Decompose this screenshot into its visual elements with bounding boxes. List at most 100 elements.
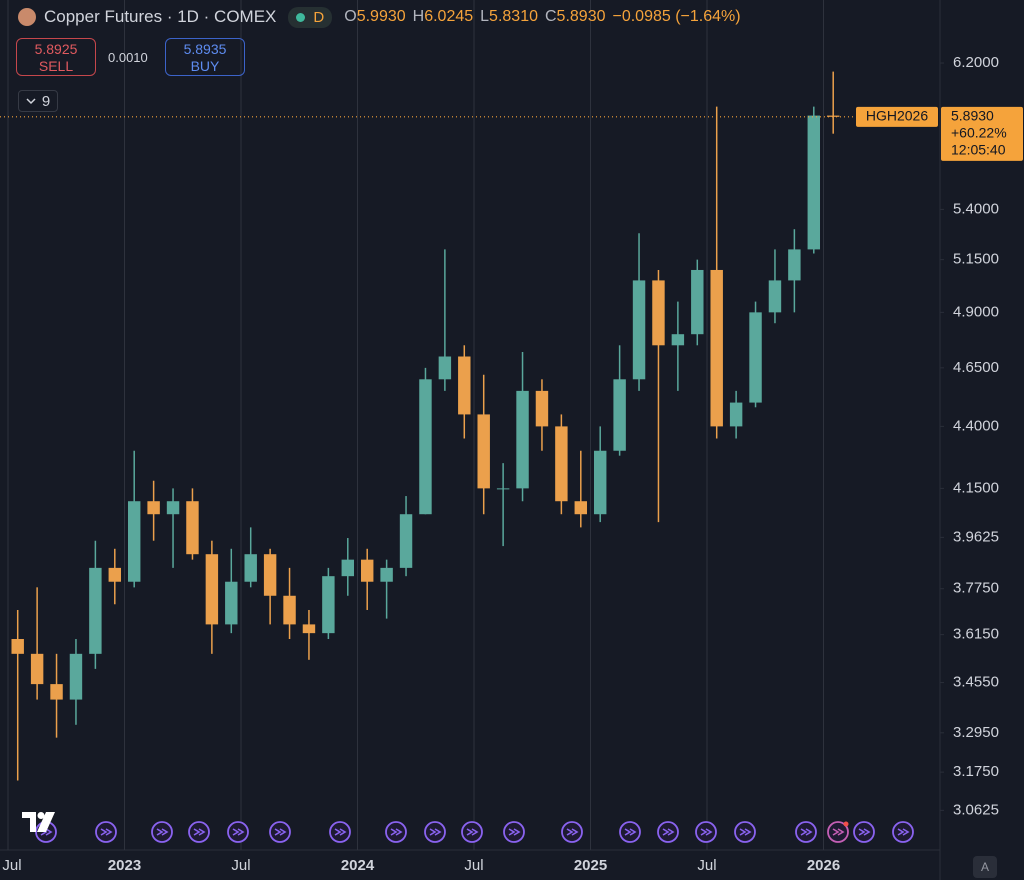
event-arrow <box>390 828 403 836</box>
candle-body <box>652 280 665 346</box>
buy-label: BUY <box>190 58 220 74</box>
ohlc-key: C <box>544 8 557 25</box>
interval-badge: D <box>313 8 325 26</box>
candle-body <box>613 379 626 451</box>
x-tick-label: 2026 <box>807 857 840 874</box>
candle-body <box>807 115 821 250</box>
event-marker[interactable] <box>827 821 849 843</box>
candle-body <box>477 414 490 489</box>
ohlc-value: 6.0245 <box>424 8 474 25</box>
ohlc-key: H <box>412 8 425 25</box>
event-marker[interactable] <box>227 821 249 843</box>
status[interactable]: D <box>288 6 333 28</box>
candle-body <box>710 269 723 427</box>
event-marker[interactable] <box>795 821 817 843</box>
event-marker[interactable] <box>188 821 210 843</box>
x-tick-label: 2024 <box>341 857 375 874</box>
candle-body <box>166 501 180 515</box>
candle-body <box>69 653 83 700</box>
x-tick-label: Jul <box>464 857 483 874</box>
candle-body <box>108 567 122 582</box>
header: Copper Futures · 1D · COMEX D O5.9930 H6.… <box>18 6 748 28</box>
symbol-label: HGH2026 <box>866 108 928 124</box>
candle-body <box>225 581 238 625</box>
spread: 0.0010 <box>108 50 148 65</box>
event-arrow <box>566 828 579 836</box>
price-change-label: +60.22% <box>951 125 1007 141</box>
event-arrow <box>429 828 442 836</box>
event-marker[interactable] <box>461 821 483 843</box>
y-tick-label: 3.4550 <box>953 674 999 691</box>
market-status-dot <box>296 12 306 22</box>
symbol-title[interactable]: Copper Futures · 1D · COMEX <box>44 7 277 26</box>
event-arrow <box>156 828 169 836</box>
event-arrow <box>624 828 637 836</box>
candle-body <box>768 280 782 313</box>
buy-price: 5.8935 <box>183 41 227 57</box>
y-tick-label: 4.4000 <box>953 417 999 434</box>
candle-body <box>458 356 471 415</box>
event-marker[interactable] <box>151 821 173 843</box>
event-marker[interactable] <box>695 821 717 843</box>
y-tick-label: 4.1500 <box>953 479 999 496</box>
candle-body <box>244 554 257 582</box>
candle-body <box>127 501 141 582</box>
x-tick-label: 2025 <box>574 857 607 874</box>
candle-body <box>691 269 704 335</box>
sell-price: 5.8925 <box>34 41 78 57</box>
indicators-toggle[interactable]: 9 <box>18 90 58 112</box>
event-marker[interactable] <box>424 821 446 843</box>
event-marker[interactable] <box>657 821 679 843</box>
x-tick-label: Jul <box>697 857 716 874</box>
price-label-bg <box>941 106 1023 161</box>
candle-body <box>302 624 316 634</box>
event-marker[interactable] <box>892 821 914 843</box>
ohlc-value: 5.8930 <box>556 8 606 25</box>
y-tick-label: 3.0625 <box>953 801 999 818</box>
event-marker[interactable] <box>734 821 756 843</box>
event-arrow <box>662 828 675 836</box>
event-marker[interactable] <box>561 821 583 843</box>
auto-scale-button[interactable]: A <box>973 856 997 878</box>
candle-body <box>516 390 529 489</box>
candle-body <box>263 554 277 596</box>
event-marker[interactable] <box>329 821 351 843</box>
y-tick-label: 5.1500 <box>953 251 999 268</box>
candle-body <box>360 559 374 582</box>
event-marker[interactable] <box>503 821 525 843</box>
candle-body <box>341 559 355 577</box>
ohlc-key: L <box>480 8 490 25</box>
candle-body <box>419 379 432 515</box>
event-arrow <box>897 828 910 836</box>
candle-body <box>283 595 296 625</box>
symbol-label-bg <box>856 106 938 127</box>
y-tick-label: 3.2950 <box>953 724 999 741</box>
event-marker[interactable] <box>619 821 641 843</box>
y-tick-label: 4.9000 <box>953 303 999 320</box>
event-marker[interactable] <box>385 821 407 843</box>
event-marker[interactable] <box>269 821 291 843</box>
x-tick-label: Jul <box>2 857 21 874</box>
y-tick-label: 5.4000 <box>953 200 999 217</box>
candle-body <box>632 280 646 380</box>
event-marker[interactable] <box>853 821 875 843</box>
y-tick-label: 3.7750 <box>953 580 999 597</box>
ohlc-values: O5.9930 H6.0245 L5.8310 C5.8930 −0.0985 (−1.… <box>344 8 747 26</box>
event-marker[interactable] <box>95 821 117 843</box>
event-arrow <box>858 828 871 836</box>
event-arrow <box>100 828 113 836</box>
candle-body <box>671 334 685 346</box>
candle-body <box>30 653 44 685</box>
y-tick-label: 3.6150 <box>953 626 999 643</box>
sell-button[interactable]: 5.8925 SELL <box>16 38 96 76</box>
candle-body <box>788 249 801 281</box>
candle-body <box>729 402 743 427</box>
event-arrow <box>232 828 245 836</box>
buy-button[interactable]: 5.8935 BUY <box>165 38 245 76</box>
y-tick-label: 3.1750 <box>953 763 999 780</box>
symbol-logo <box>18 8 36 26</box>
chevron <box>26 98 36 105</box>
y-tick-label: 4.6500 <box>953 359 999 376</box>
y-tick-label: 3.9625 <box>953 528 999 545</box>
